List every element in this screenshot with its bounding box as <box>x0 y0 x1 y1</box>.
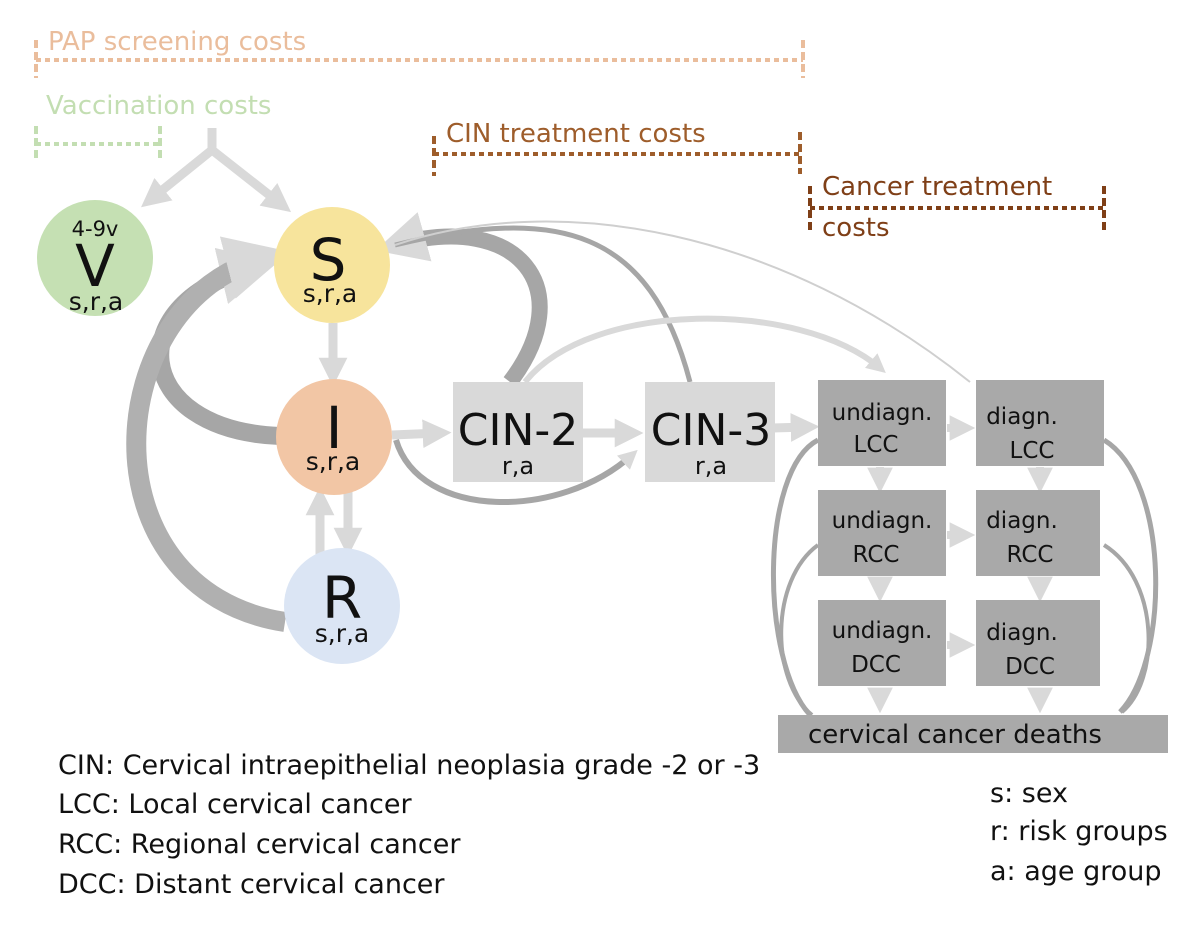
box-undiag-DCC: undiagn. DCC <box>818 600 946 686</box>
arrow-I-to-S <box>151 247 281 445</box>
cancer-treatment-label-line1: Cancer treatment <box>822 172 1052 202</box>
legend-sex: s: sex <box>990 778 1068 809</box>
cancer-death-arrows <box>770 437 1159 717</box>
legend-lcc: LCC: Local cervical cancer <box>58 789 412 820</box>
legend-rcc: RCC: Regional cervical cancer <box>58 829 461 860</box>
cervical-cancer-deaths-bar: cervical cancer deaths <box>778 715 1168 753</box>
cin-treatment-label: CIN treatment costs <box>446 119 706 149</box>
cin-treatment-bracket <box>432 132 802 176</box>
svg-text:LCC: LCC <box>1010 438 1055 464</box>
box-CIN2-sub: r,a <box>502 452 534 480</box>
state-I: I s,r,a <box>276 379 392 495</box>
svg-text:DCC: DCC <box>1005 654 1055 680</box>
legend-risk: r: risk groups <box>990 816 1168 847</box>
state-S-label: S <box>310 226 347 294</box>
svg-text:undiagn.: undiagn. <box>832 400 933 426</box>
state-R: R s,r,a <box>284 548 400 664</box>
arrow-CIN3-to-LCC <box>771 413 820 442</box>
state-I-sub: s,r,a <box>306 447 361 476</box>
svg-text:diagn.: diagn. <box>986 508 1058 534</box>
svg-text:RCC: RCC <box>853 542 900 568</box>
state-I-label: I <box>325 394 342 462</box>
cancer-treatment-label-line2: costs <box>822 213 890 243</box>
pap-screening-label: PAP screening costs <box>48 27 306 57</box>
legend-cin: CIN: Cervical intraepithelial neoplasia … <box>58 750 761 781</box>
state-V-sub: s,r,a <box>69 287 124 316</box>
svg-text:undiagn.: undiagn. <box>832 508 933 534</box>
arrow-R-to-S <box>126 236 290 632</box>
svg-text:DCC: DCC <box>851 652 901 678</box>
box-undiag-LCC: undiagn. LCC <box>818 380 946 466</box>
svg-text:LCC: LCC <box>854 432 899 458</box>
box-CIN3-label: CIN-3 <box>651 405 771 456</box>
legend-dcc: DCC: Distant cervical cancer <box>58 869 445 900</box>
box-CIN2-label: CIN-2 <box>458 405 578 456</box>
state-V-label: V <box>75 232 115 300</box>
deaths-label: cervical cancer deaths <box>808 720 1102 750</box>
svg-text:undiagn.: undiagn. <box>832 618 933 644</box>
state-R-label: R <box>322 564 362 632</box>
cancer-treatment-bracket <box>808 186 1106 230</box>
state-V: 4-9v V s,r,a <box>37 200 153 316</box>
box-CIN2: CIN-2 r,a <box>453 382 583 482</box>
pap-screening-bracket <box>34 40 805 78</box>
cancer-grid-arrows <box>867 415 1053 714</box>
svg-text:RCC: RCC <box>1007 542 1054 568</box>
box-undiag-RCC: undiagn. RCC <box>818 490 946 576</box>
box-diag-LCC: diagn. LCC <box>976 380 1104 466</box>
box-CIN3-sub: r,a <box>695 452 727 480</box>
vaccination-bracket <box>34 126 162 162</box>
state-V-top: 4-9v <box>72 217 119 241</box>
state-R-sub: s,r,a <box>315 619 370 648</box>
arrow-CIN2-to-S <box>375 212 548 387</box>
box-diag-RCC: diagn. RCC <box>976 490 1100 576</box>
svg-text:diagn.: diagn. <box>986 620 1058 646</box>
vaccination-label: Vaccination costs <box>46 91 271 121</box>
svg-text:diagn.: diagn. <box>986 404 1058 430</box>
legend-age: a: age group <box>990 856 1162 887</box>
state-S-sub: s,r,a <box>303 279 358 308</box>
arrow-CIN2-to-LCC <box>522 315 886 384</box>
arrow-CIN3-to-S <box>394 225 693 383</box>
box-CIN3: CIN-3 r,a <box>645 382 775 482</box>
state-S: S s,r,a <box>274 207 390 323</box>
arrow-I-to-CIN3 <box>393 439 638 505</box>
arrow-I-to-CIN2 <box>391 419 452 449</box>
vaccination-arrows <box>141 128 292 213</box>
box-diag-DCC: diagn. DCC <box>976 600 1100 686</box>
arrow-LCC-to-S <box>394 220 971 383</box>
